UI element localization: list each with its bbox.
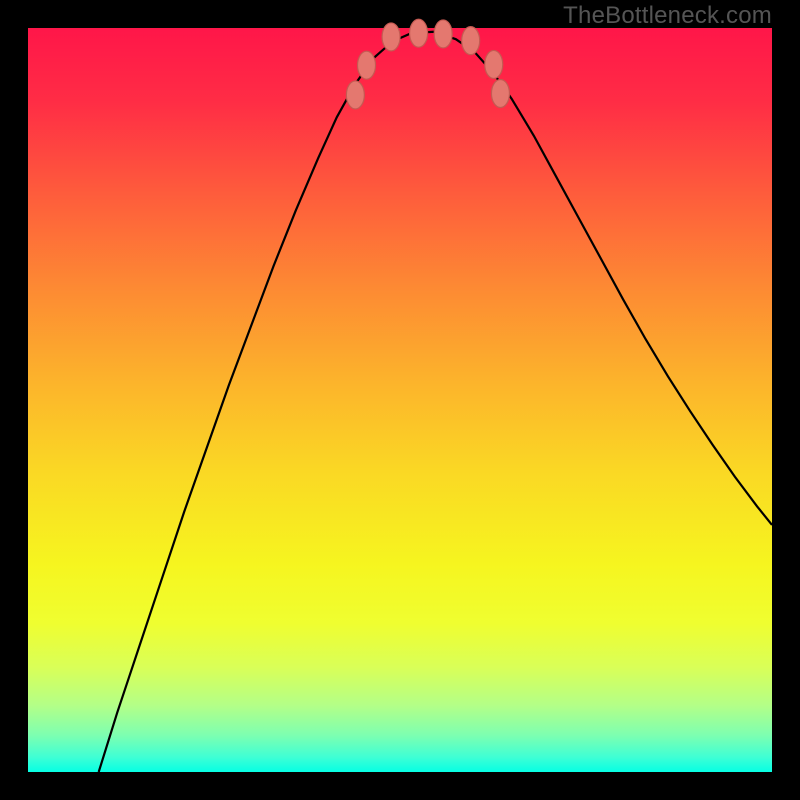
- curve-marker: [491, 79, 509, 107]
- curve-marker: [462, 27, 480, 55]
- marker-group: [346, 19, 509, 109]
- bottleneck-curve: [99, 32, 772, 772]
- curve-marker: [346, 81, 364, 109]
- chart-frame: TheBottleneck.com: [0, 0, 800, 800]
- curve-marker: [434, 20, 452, 48]
- curve-marker: [382, 23, 400, 51]
- curve-marker: [485, 50, 503, 78]
- plot-area: [28, 28, 772, 772]
- curve-marker: [410, 19, 428, 47]
- curve-layer: [28, 28, 772, 772]
- watermark-label: TheBottleneck.com: [563, 2, 772, 30]
- curve-marker: [358, 51, 376, 79]
